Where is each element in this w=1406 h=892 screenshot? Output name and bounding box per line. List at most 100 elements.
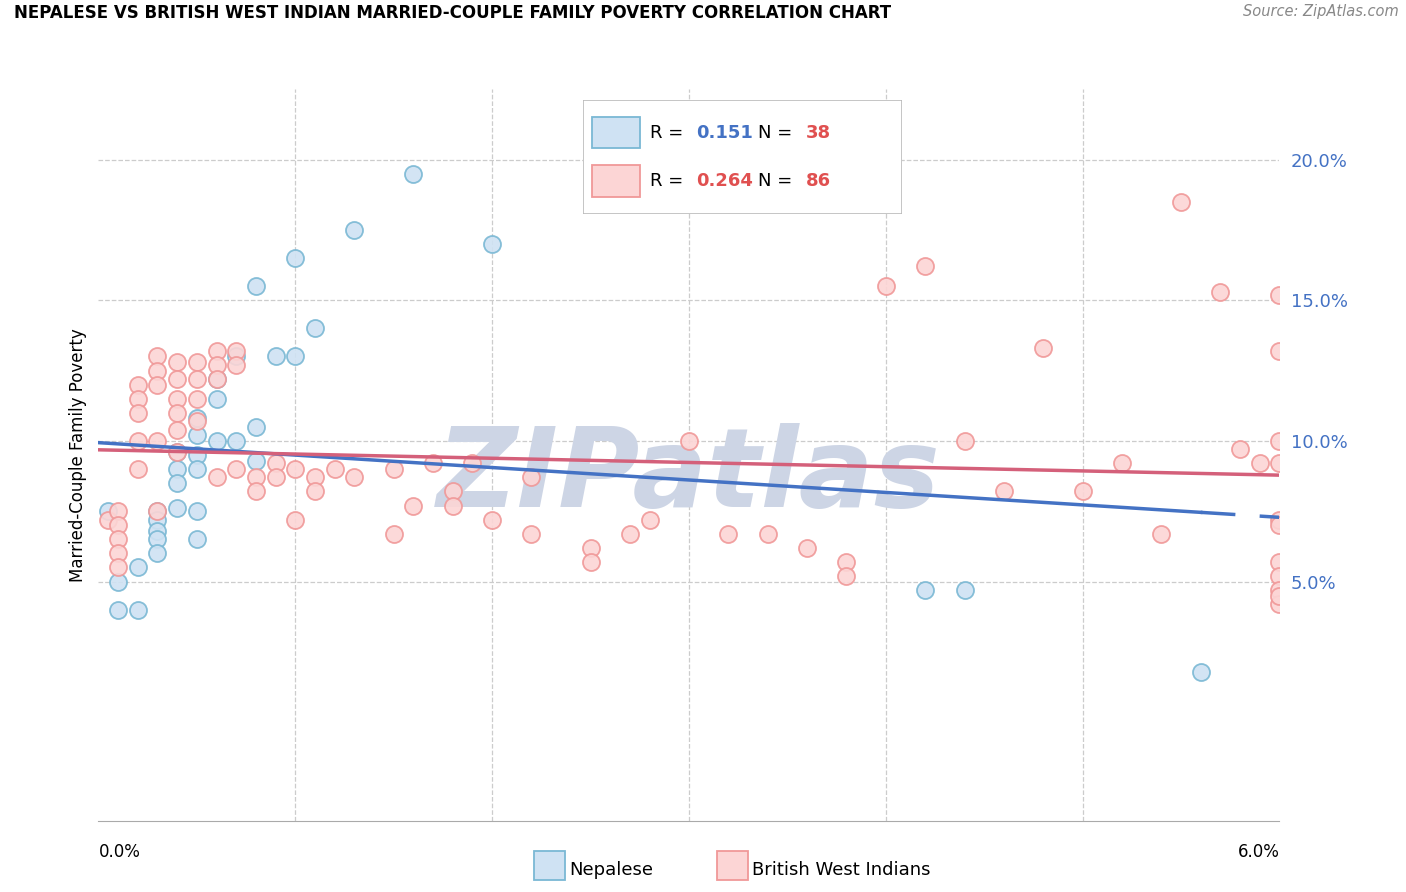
Point <box>1071 484 1094 499</box>
Point <box>186 414 208 428</box>
Point <box>1268 597 1291 611</box>
Point <box>166 355 188 369</box>
Text: Source: ZipAtlas.com: Source: ZipAtlas.com <box>1243 4 1399 20</box>
Point <box>146 377 169 392</box>
Point <box>245 419 267 434</box>
Point <box>245 470 267 484</box>
Point <box>166 501 188 516</box>
Point <box>835 555 858 569</box>
Point <box>186 372 208 386</box>
Point <box>205 392 228 406</box>
Point <box>304 470 326 484</box>
Point <box>107 518 129 533</box>
Point <box>1170 194 1192 209</box>
Point <box>1268 589 1291 603</box>
Point <box>225 434 247 448</box>
Point <box>835 569 858 583</box>
Point <box>343 470 366 484</box>
Point <box>284 462 307 476</box>
Point <box>205 470 228 484</box>
Point <box>146 434 169 448</box>
Point <box>481 236 503 251</box>
Point <box>205 343 228 358</box>
Point <box>1150 526 1173 541</box>
Point <box>225 343 247 358</box>
Point <box>304 321 326 335</box>
Point <box>678 434 700 448</box>
Point <box>914 582 936 597</box>
Point <box>127 434 149 448</box>
Point <box>1229 442 1251 457</box>
Point <box>97 513 120 527</box>
Point <box>107 602 129 616</box>
Point <box>225 358 247 372</box>
Point <box>166 392 188 406</box>
Point <box>619 526 641 541</box>
Point <box>284 513 307 527</box>
Point <box>146 504 169 518</box>
Point <box>186 428 208 442</box>
Point <box>1209 285 1232 299</box>
Point <box>1268 287 1291 301</box>
Y-axis label: Married-Couple Family Poverty: Married-Couple Family Poverty <box>69 328 87 582</box>
Point <box>186 392 208 406</box>
Point <box>146 513 169 527</box>
Text: 0.0%: 0.0% <box>98 843 141 861</box>
Point <box>304 484 326 499</box>
Point <box>186 462 208 476</box>
Point <box>146 350 169 364</box>
Point <box>914 260 936 274</box>
Point <box>953 434 976 448</box>
Point <box>186 504 208 518</box>
Point <box>166 476 188 491</box>
Point <box>205 434 228 448</box>
Point <box>579 555 602 569</box>
Point <box>1268 555 1291 569</box>
Point <box>796 541 818 555</box>
Point <box>146 533 169 547</box>
Point <box>461 456 484 470</box>
Point <box>245 279 267 293</box>
Point <box>166 445 188 459</box>
Point <box>1268 456 1291 470</box>
Point <box>186 533 208 547</box>
Point <box>166 406 188 420</box>
Point <box>323 462 346 476</box>
Point <box>520 470 543 484</box>
Text: British West Indians: British West Indians <box>752 861 931 879</box>
Point <box>205 372 228 386</box>
Point <box>993 484 1015 499</box>
Point <box>245 453 267 467</box>
Point <box>264 350 287 364</box>
Text: Nepalese: Nepalese <box>569 861 654 879</box>
Point <box>441 484 464 499</box>
Point <box>1249 456 1271 470</box>
Text: NEPALESE VS BRITISH WEST INDIAN MARRIED-COUPLE FAMILY POVERTY CORRELATION CHART: NEPALESE VS BRITISH WEST INDIAN MARRIED-… <box>14 4 891 22</box>
Point <box>1111 456 1133 470</box>
Point <box>107 546 129 560</box>
Point <box>1268 343 1291 358</box>
Point <box>264 470 287 484</box>
Point <box>875 279 897 293</box>
Point <box>127 602 149 616</box>
Point <box>481 513 503 527</box>
Point <box>1268 434 1291 448</box>
Point <box>186 448 208 462</box>
Text: ZIPatlas: ZIPatlas <box>437 424 941 531</box>
Point <box>186 411 208 425</box>
Point <box>127 462 149 476</box>
Point <box>127 560 149 574</box>
Point <box>146 504 169 518</box>
Point <box>127 392 149 406</box>
Point <box>97 504 120 518</box>
Point <box>756 526 779 541</box>
Point <box>520 526 543 541</box>
Point <box>343 223 366 237</box>
Point <box>638 513 661 527</box>
Point <box>382 526 405 541</box>
Point <box>245 484 267 499</box>
Point <box>225 350 247 364</box>
Point <box>127 377 149 392</box>
Point <box>284 350 307 364</box>
Point <box>1268 513 1291 527</box>
